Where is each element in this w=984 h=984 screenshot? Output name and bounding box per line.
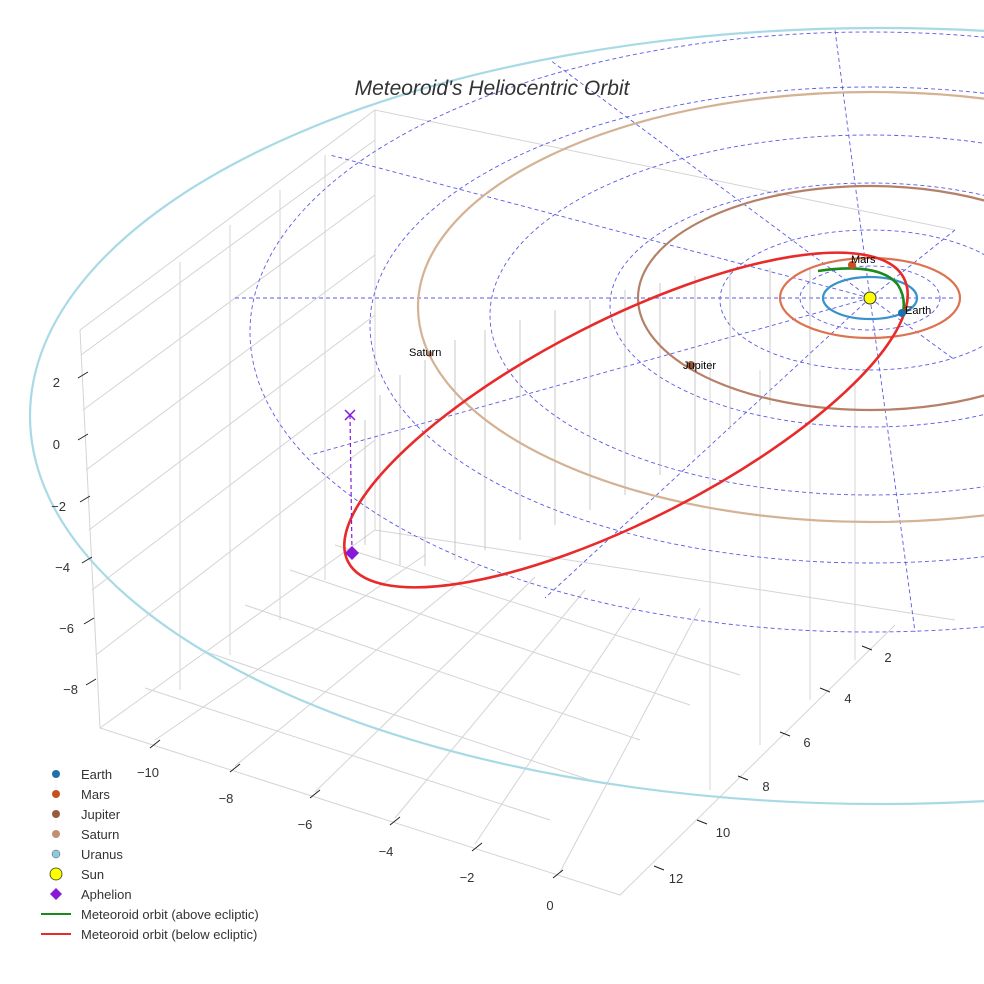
y-tick: 4 bbox=[844, 691, 851, 706]
svg-text:Sun: Sun bbox=[81, 867, 104, 882]
x-tick: 0 bbox=[546, 898, 553, 913]
mars-marker[interactable] bbox=[848, 261, 856, 269]
chart-title: Meteoroid's Heliocentric Orbit bbox=[355, 77, 631, 100]
z-tick: −6 bbox=[59, 621, 74, 636]
x-tick: −10 bbox=[137, 765, 159, 780]
mars-label: Mars bbox=[851, 254, 876, 266]
legend-item-jupiter[interactable]: Jupiter bbox=[52, 807, 121, 822]
x-axis: −10 −8 −6 −4 −2 0 bbox=[137, 739, 564, 913]
x-tick: −6 bbox=[298, 817, 313, 832]
legend-item-saturn[interactable]: Saturn bbox=[52, 827, 119, 842]
y-tick: 2 bbox=[884, 650, 891, 665]
z-tick: −4 bbox=[55, 560, 70, 575]
svg-text:Jupiter: Jupiter bbox=[81, 807, 121, 822]
legend-item-earth[interactable]: Earth bbox=[52, 767, 112, 782]
earth-label: Earth bbox=[905, 305, 931, 317]
uranus-orbit bbox=[29, 27, 984, 805]
x-tick: −2 bbox=[460, 870, 475, 885]
box-grid bbox=[79, 109, 956, 896]
jupiter-orbit bbox=[636, 184, 984, 412]
legend: Earth Mars Jupiter Saturn Uranus Sun Aph… bbox=[41, 767, 259, 942]
meteoroid-orbit-above-ecliptic bbox=[817, 267, 906, 313]
saturn-marker[interactable] bbox=[427, 351, 433, 357]
aphelion-marker[interactable] bbox=[345, 546, 359, 560]
z-tick: 2 bbox=[53, 375, 60, 390]
svg-text:Uranus: Uranus bbox=[81, 847, 123, 862]
mars-orbit bbox=[778, 256, 962, 340]
y-tick: 10 bbox=[716, 825, 730, 840]
z-tick: −8 bbox=[63, 682, 78, 697]
jupiter-label: Jupiter bbox=[683, 360, 716, 372]
legend-item-orbit-below[interactable]: Meteoroid orbit (below ecliptic) bbox=[41, 927, 257, 942]
svg-text:Aphelion: Aphelion bbox=[81, 887, 132, 902]
y-tick: 8 bbox=[762, 779, 769, 794]
x-tick: −4 bbox=[379, 844, 394, 859]
legend-item-orbit-above[interactable]: Meteoroid orbit (above ecliptic) bbox=[41, 907, 259, 922]
svg-text:Meteoroid orbit (below eclipti: Meteoroid orbit (below ecliptic) bbox=[81, 927, 257, 942]
jupiter-marker[interactable] bbox=[687, 361, 695, 369]
earth-marker[interactable] bbox=[898, 309, 906, 317]
sun-marker[interactable] bbox=[863, 291, 877, 305]
aphelion-projection-x-icon bbox=[344, 409, 356, 421]
svg-text:Mars: Mars bbox=[81, 787, 110, 802]
ecliptic-polar-grid bbox=[235, 29, 984, 633]
earth-orbit bbox=[821, 275, 919, 321]
y-tick: 12 bbox=[669, 871, 683, 886]
legend-item-aphelion[interactable]: Aphelion bbox=[50, 887, 132, 902]
legend-item-mars[interactable]: Mars bbox=[52, 787, 110, 802]
y-tick: 6 bbox=[803, 735, 810, 750]
svg-text:Saturn: Saturn bbox=[81, 827, 119, 842]
aphelion-dropline bbox=[349, 414, 353, 554]
svg-text:Meteoroid orbit (above eclipti: Meteoroid orbit (above ecliptic) bbox=[81, 907, 259, 922]
saturn-label: Saturn bbox=[409, 347, 441, 359]
z-tick: 0 bbox=[53, 437, 60, 452]
saturn-orbit bbox=[417, 90, 984, 524]
svg-text:Earth: Earth bbox=[81, 767, 112, 782]
legend-item-uranus[interactable]: Uranus bbox=[51, 847, 123, 862]
meteoroid-orbit-below-ecliptic bbox=[343, 251, 909, 589]
z-tick: −2 bbox=[51, 499, 66, 514]
z-axis: 2 0 −2 −4 −6 −8 bbox=[51, 371, 97, 697]
legend-item-sun[interactable]: Sun bbox=[49, 867, 104, 882]
y-axis: 2 4 6 8 10 12 bbox=[653, 645, 892, 886]
x-tick: −8 bbox=[219, 791, 234, 806]
